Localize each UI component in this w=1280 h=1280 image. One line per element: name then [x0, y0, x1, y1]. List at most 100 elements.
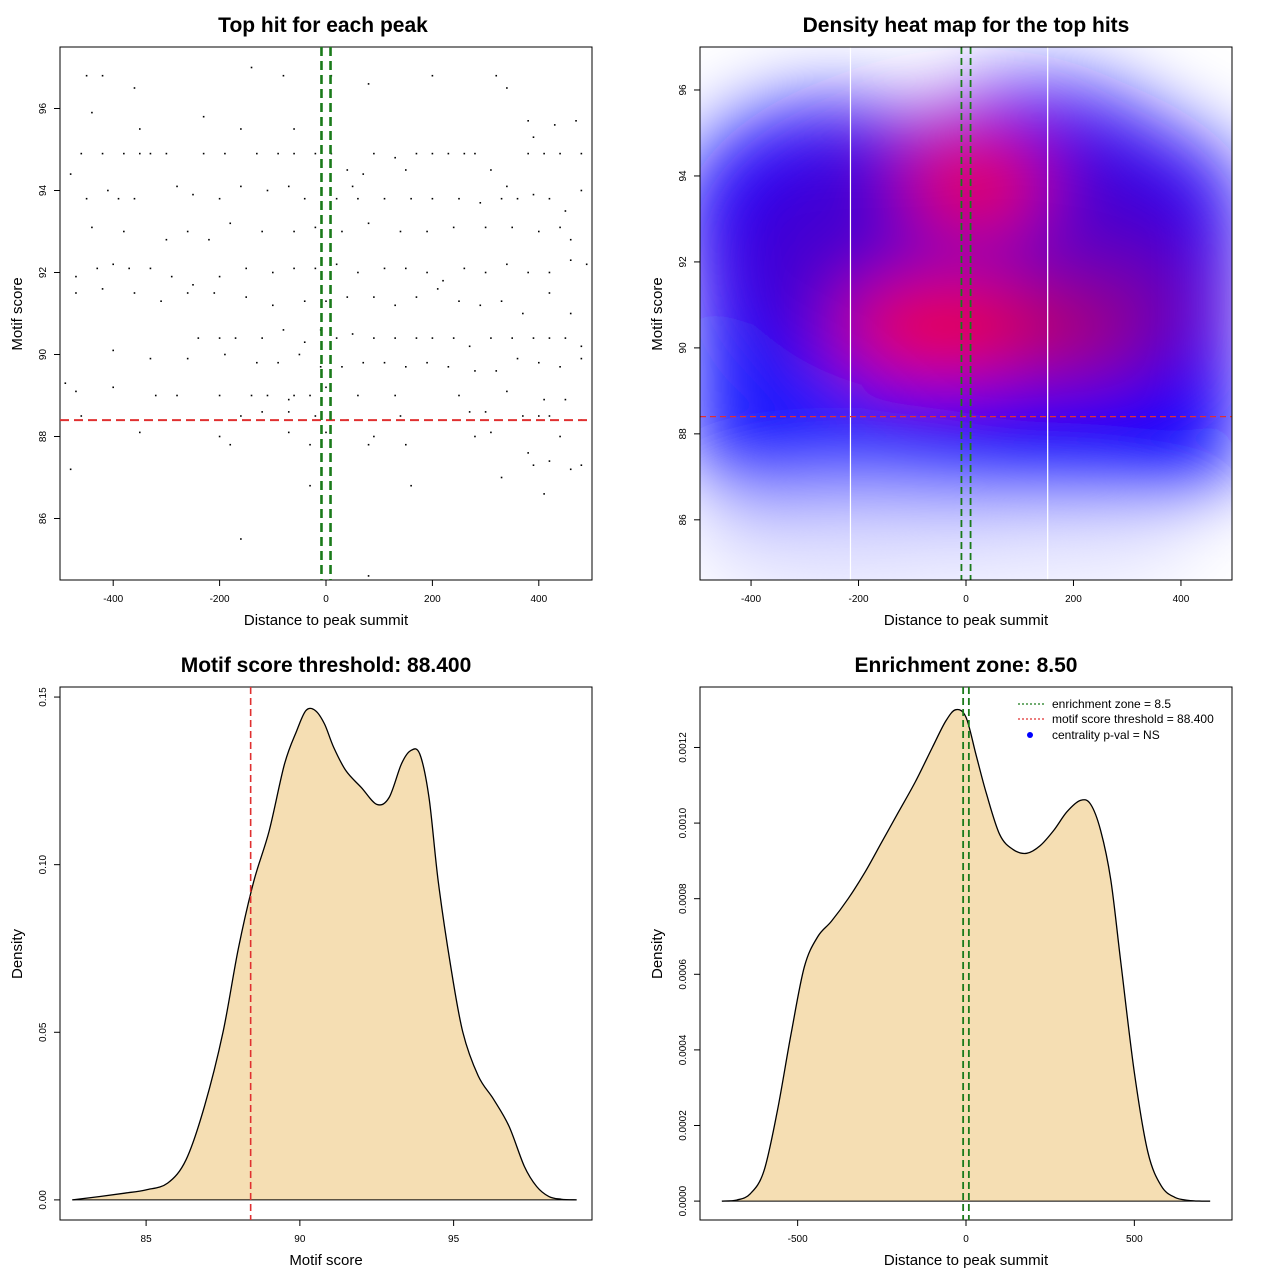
score-density-panel: Motif score threshold: 88.400 85 90 95 0.0… — [9, 654, 593, 1269]
scatter-point — [335, 197, 338, 200]
scatter-point — [458, 300, 460, 302]
scatter-y-tick-label: 86 — [38, 513, 49, 525]
scatter-plot-frame — [59, 46, 593, 581]
scatter-point — [314, 226, 317, 229]
scatter-point — [532, 337, 535, 339]
scatter-point — [245, 267, 247, 270]
scatter-point — [553, 124, 556, 126]
heatmap-x-tick-label: -200 — [849, 594, 869, 605]
scatter-point — [325, 431, 327, 434]
scatter-point — [474, 435, 476, 438]
scatter-point — [559, 366, 561, 368]
distance-density-y-tick-label: 0.0006 — [678, 959, 689, 990]
scatter-point — [405, 169, 407, 171]
scatter-point — [559, 226, 561, 229]
scatter-point — [80, 152, 83, 155]
scatter-x-tick-label: 0 — [323, 594, 329, 605]
scatter-point — [548, 460, 551, 462]
scatter-point — [511, 337, 513, 339]
scatter-point — [538, 230, 540, 233]
scatter-point — [229, 443, 232, 446]
scatter-point — [399, 415, 402, 417]
scatter-point — [149, 357, 152, 360]
scatter-point — [213, 292, 216, 294]
scatter-point — [117, 197, 120, 200]
scatter-point — [154, 394, 157, 397]
scatter-point — [394, 304, 396, 307]
scatter-point — [426, 230, 428, 233]
scatter-point — [293, 128, 295, 130]
scatter-point — [133, 87, 136, 89]
scatter-point — [64, 382, 67, 384]
scatter-point — [218, 337, 221, 339]
distance-density-y-tick-label: 0.0010 — [678, 807, 689, 838]
scatter-point — [516, 357, 519, 360]
scatter-point — [139, 431, 141, 434]
legend-threshold-label: motif score threshold = 88.400 — [1052, 712, 1214, 726]
scatter-point — [85, 197, 88, 200]
distance-density-x-ticks: -500 0 500 — [788, 1220, 1143, 1245]
scatter-point — [452, 337, 455, 339]
scatter-point — [373, 152, 375, 155]
scatter-point — [516, 197, 519, 200]
scatter-point — [474, 370, 476, 372]
scatter-point — [261, 411, 263, 413]
scatter-point — [80, 415, 83, 417]
heatmap-y-tick-label: 88 — [678, 428, 689, 440]
distance-density-panel: Enrichment zone: 8.50 -500 0 500 0.00000.0… — [649, 654, 1233, 1269]
scatter-point — [500, 476, 503, 479]
scatter-point — [112, 263, 114, 266]
scatter-point — [500, 300, 503, 302]
scatter-point — [495, 74, 498, 77]
scatter-x-tick-label: 400 — [530, 594, 547, 605]
scatter-point — [240, 415, 242, 417]
scatter-point — [484, 271, 487, 274]
scatter-point — [442, 279, 444, 282]
distance-density-y-tick-label: 0.0002 — [678, 1110, 689, 1141]
score-density-x-tick-label: 90 — [294, 1234, 306, 1245]
scatter-point — [133, 197, 136, 200]
scatter-point — [506, 185, 508, 188]
scatter-point — [426, 361, 428, 364]
scatter-point — [548, 415, 551, 417]
scatter-point — [373, 435, 375, 438]
distance-density-y-label: Density — [649, 928, 666, 979]
scatter-point — [123, 152, 125, 155]
scatter-point — [107, 189, 109, 192]
scatter-point — [346, 296, 349, 298]
distance-density-density-curve — [721, 708, 1211, 1202]
scatter-point — [495, 370, 498, 372]
heatmap-x-ticks: -400 -200 0 200 400 — [741, 580, 1190, 605]
scatter-point — [548, 197, 551, 200]
scatter-point — [197, 337, 200, 339]
scatter-point — [383, 197, 386, 200]
scatter-point — [245, 296, 247, 298]
scatter-point — [293, 394, 295, 397]
heatmap-x-tick-label: 200 — [1065, 594, 1082, 605]
scatter-point — [527, 452, 529, 454]
scatter-point — [564, 337, 567, 339]
heatmap-x-tick-label: 400 — [1173, 594, 1190, 605]
scatter-point — [415, 296, 418, 298]
score-density-x-tick-label: 85 — [141, 1234, 153, 1245]
heatmap-y-tick-label: 94 — [678, 170, 689, 182]
legend-pval-label: centrality p-val = NS — [1052, 728, 1160, 742]
scatter-point — [75, 390, 77, 393]
scatter-point — [394, 156, 396, 159]
scatter-point — [490, 431, 492, 434]
scatter-point — [543, 493, 545, 495]
distance-density-y-tick-label: 0.0004 — [678, 1034, 689, 1065]
scatter-point — [341, 366, 343, 368]
scatter-point — [96, 267, 99, 270]
heatmap-y-tick-label: 92 — [678, 256, 689, 268]
scatter-point — [309, 394, 311, 397]
heatmap-x-tick-label: 0 — [963, 594, 969, 605]
scatter-point — [309, 443, 311, 446]
scatter-point — [282, 74, 285, 77]
scatter-point — [309, 484, 311, 487]
scatter-panel: Top hit for each peak -400 -200 0 200 400 86… — [9, 14, 593, 629]
distance-density-legend: enrichment zone = 8.5 motif score thresh… — [1018, 697, 1214, 742]
scatter-point — [277, 152, 279, 155]
heatmap-y-tick-label: 96 — [678, 84, 689, 96]
scatter-point — [373, 337, 375, 339]
